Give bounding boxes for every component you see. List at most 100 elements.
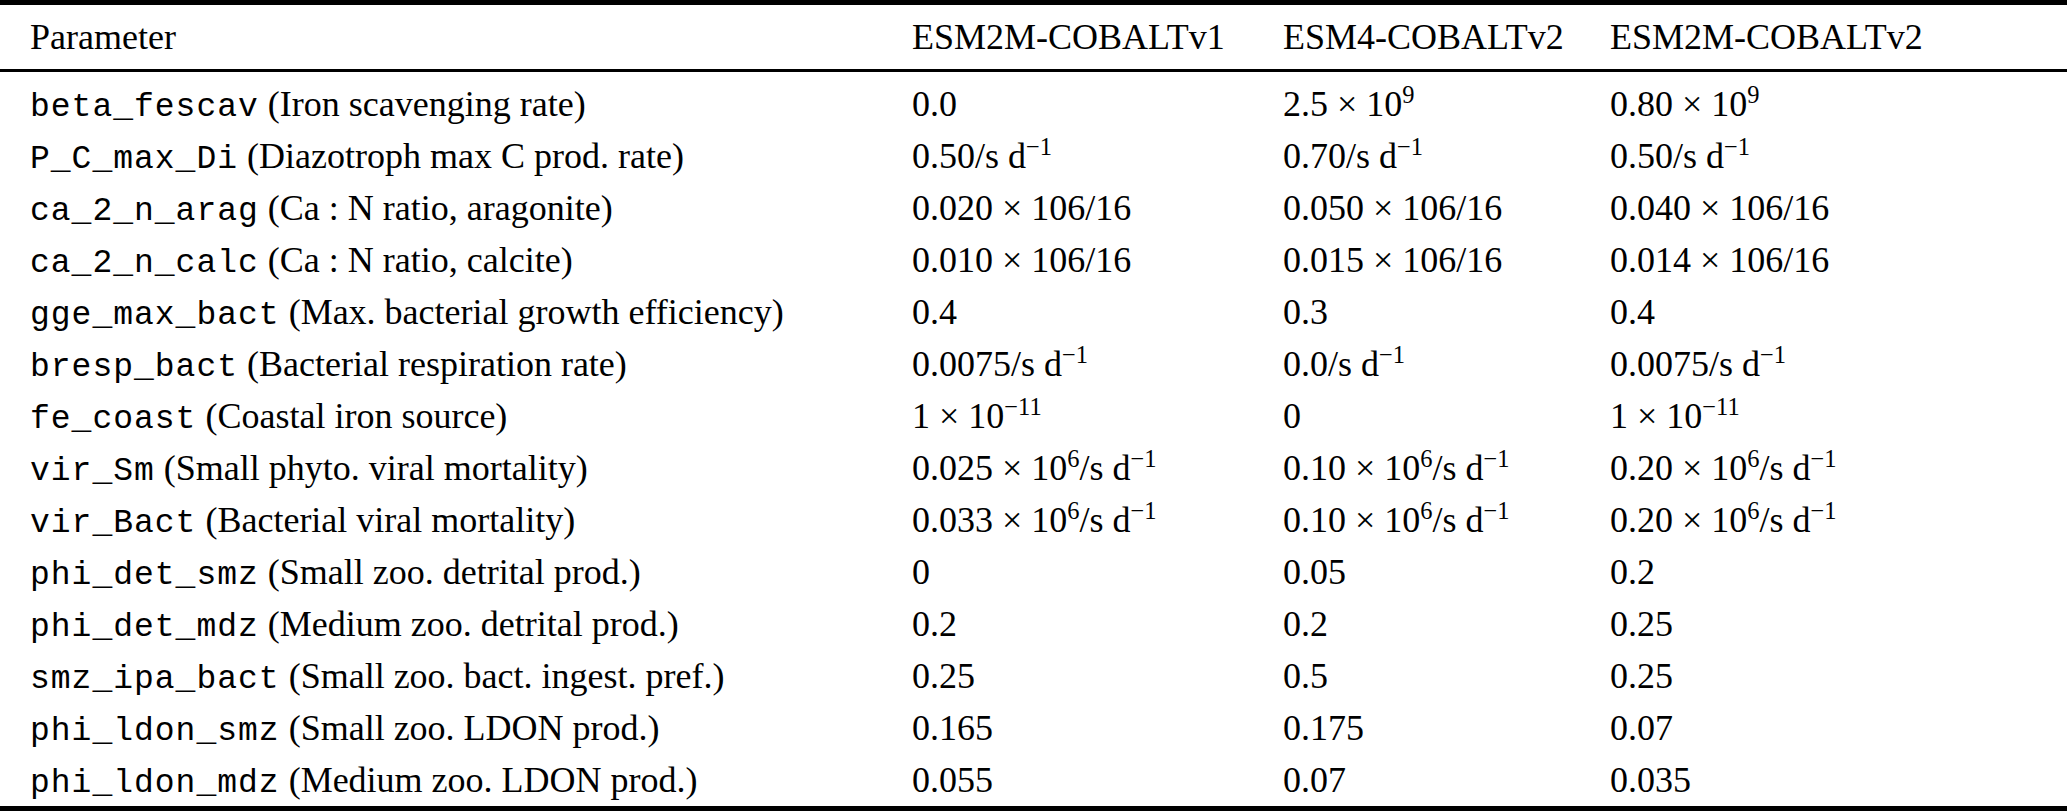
parameter-description: (Small zoo. LDON prod.) — [289, 708, 660, 748]
value-cell: 0.07 — [1283, 754, 1610, 809]
value-cell: 0.025 × 106/s d−1 — [912, 442, 1283, 494]
value-cell: 0.050 × 106/16 — [1283, 182, 1610, 234]
column-header-esm2m-cobaltv1: ESM2M-COBALTv1 — [912, 3, 1283, 71]
value-cell: 0.014 × 106/16 — [1610, 234, 2067, 286]
value-cell: 0.25 — [1610, 650, 2067, 702]
parameter-description: (Bacterial viral mortality) — [205, 500, 575, 540]
value-cell: 0.50/s d−1 — [912, 130, 1283, 182]
value-cell: 0.20 × 106/s d−1 — [1610, 442, 2067, 494]
parameter-name: P_C_max_Di — [30, 141, 238, 178]
parameter-cell: fe_coast (Coastal iron source) — [0, 390, 912, 442]
parameter-description: (Iron scavenging rate) — [268, 84, 586, 124]
table-body: beta_fescav (Iron scavenging rate) 0.0 2… — [0, 71, 2067, 809]
table-row: bresp_bact (Bacterial respiration rate) … — [0, 338, 2067, 390]
value-cell: 0.035 — [1610, 754, 2067, 809]
parameter-description: (Bacterial respiration rate) — [247, 344, 627, 384]
value-cell: 0.015 × 106/16 — [1283, 234, 1610, 286]
parameter-description: (Max. bacterial growth efficiency) — [289, 292, 784, 332]
parameter-description: (Coastal iron source) — [205, 396, 507, 436]
table-row: phi_det_mdz (Medium zoo. detrital prod.)… — [0, 598, 2067, 650]
value-cell: 0.10 × 106/s d−1 — [1283, 442, 1610, 494]
value-cell: 0.4 — [912, 286, 1283, 338]
value-cell: 0.2 — [1283, 598, 1610, 650]
table-row: vir_Sm (Small phyto. viral mortality) 0.… — [0, 442, 2067, 494]
value-cell: 0.020 × 106/16 — [912, 182, 1283, 234]
table-row: ca_2_n_arag (Ca : N ratio, aragonite) 0.… — [0, 182, 2067, 234]
parameter-description: (Ca : N ratio, calcite) — [268, 240, 573, 280]
table-row: phi_ldon_mdz (Medium zoo. LDON prod.) 0.… — [0, 754, 2067, 809]
parameter-cell: beta_fescav (Iron scavenging rate) — [0, 71, 912, 131]
column-header-esm4-cobaltv2: ESM4-COBALTv2 — [1283, 3, 1610, 71]
parameter-name: smz_ipa_bact — [30, 661, 280, 698]
table-header: Parameter ESM2M-COBALTv1 ESM4-COBALTv2 E… — [0, 3, 2067, 71]
model-parameters-table: Parameter ESM2M-COBALTv1 ESM4-COBALTv2 E… — [0, 0, 2067, 811]
parameter-description: (Small zoo. bact. ingest. pref.) — [289, 656, 725, 696]
value-cell: 0.10 × 106/s d−1 — [1283, 494, 1610, 546]
parameter-cell: smz_ipa_bact (Small zoo. bact. ingest. p… — [0, 650, 912, 702]
value-cell: 0.80 × 109 — [1610, 71, 2067, 131]
header-row: Parameter ESM2M-COBALTv1 ESM4-COBALTv2 E… — [0, 3, 2067, 71]
table-row: gge_max_bact (Max. bacterial growth effi… — [0, 286, 2067, 338]
value-cell: 0.4 — [1610, 286, 2067, 338]
value-cell: 0.25 — [1610, 598, 2067, 650]
value-cell: 0.2 — [912, 598, 1283, 650]
value-cell: 0.20 × 106/s d−1 — [1610, 494, 2067, 546]
value-cell: 0.055 — [912, 754, 1283, 809]
parameter-name: vir_Sm — [30, 453, 155, 490]
value-cell: 0.05 — [1283, 546, 1610, 598]
parameter-name: phi_ldon_smz — [30, 713, 280, 750]
parameter-cell: bresp_bact (Bacterial respiration rate) — [0, 338, 912, 390]
parameter-cell: phi_ldon_smz (Small zoo. LDON prod.) — [0, 702, 912, 754]
table-row: fe_coast (Coastal iron source) 1 × 10−11… — [0, 390, 2067, 442]
parameter-cell: vir_Bact (Bacterial viral mortality) — [0, 494, 912, 546]
value-cell: 0 — [912, 546, 1283, 598]
value-cell: 2.5 × 109 — [1283, 71, 1610, 131]
parameter-name: phi_det_smz — [30, 557, 259, 594]
parameter-description: (Medium zoo. detrital prod.) — [268, 604, 679, 644]
parameter-description: (Diazotroph max C prod. rate) — [247, 136, 684, 176]
parameter-description: (Medium zoo. LDON prod.) — [289, 760, 698, 800]
parameter-cell: ca_2_n_arag (Ca : N ratio, aragonite) — [0, 182, 912, 234]
value-cell: 0.25 — [912, 650, 1283, 702]
value-cell: 0.0075/s d−1 — [1610, 338, 2067, 390]
value-cell: 0.0/s d−1 — [1283, 338, 1610, 390]
value-cell: 0.0 — [912, 71, 1283, 131]
table-row: vir_Bact (Bacterial viral mortality) 0.0… — [0, 494, 2067, 546]
parameter-name: phi_det_mdz — [30, 609, 259, 646]
value-cell: 1 × 10−11 — [1610, 390, 2067, 442]
parameter-name: ca_2_n_arag — [30, 193, 259, 230]
table-row: phi_det_smz (Small zoo. detrital prod.) … — [0, 546, 2067, 598]
parameter-cell: ca_2_n_calc (Ca : N ratio, calcite) — [0, 234, 912, 286]
value-cell: 0.3 — [1283, 286, 1610, 338]
parameter-cell: phi_det_mdz (Medium zoo. detrital prod.) — [0, 598, 912, 650]
parameter-description: (Small zoo. detrital prod.) — [268, 552, 641, 592]
value-cell: 0.040 × 106/16 — [1610, 182, 2067, 234]
table-row: phi_ldon_smz (Small zoo. LDON prod.) 0.1… — [0, 702, 2067, 754]
paper-table-figure: Parameter ESM2M-COBALTv1 ESM4-COBALTv2 E… — [0, 0, 2067, 811]
parameter-name: bresp_bact — [30, 349, 238, 386]
column-header-parameter: Parameter — [0, 3, 912, 71]
value-cell: 0 — [1283, 390, 1610, 442]
parameter-name: vir_Bact — [30, 505, 196, 542]
value-cell: 0.175 — [1283, 702, 1610, 754]
parameter-name: beta_fescav — [30, 89, 259, 126]
table-row: beta_fescav (Iron scavenging rate) 0.0 2… — [0, 71, 2067, 131]
value-cell: 0.50/s d−1 — [1610, 130, 2067, 182]
table-row: smz_ipa_bact (Small zoo. bact. ingest. p… — [0, 650, 2067, 702]
parameter-description: (Small phyto. viral mortality) — [164, 448, 588, 488]
parameter-name: phi_ldon_mdz — [30, 765, 280, 802]
table-row: ca_2_n_calc (Ca : N ratio, calcite) 0.01… — [0, 234, 2067, 286]
value-cell: 0.5 — [1283, 650, 1610, 702]
parameter-cell: vir_Sm (Small phyto. viral mortality) — [0, 442, 912, 494]
parameter-name: fe_coast — [30, 401, 196, 438]
parameter-name: gge_max_bact — [30, 297, 280, 334]
parameter-cell: phi_det_smz (Small zoo. detrital prod.) — [0, 546, 912, 598]
value-cell: 0.0075/s d−1 — [912, 338, 1283, 390]
value-cell: 0.165 — [912, 702, 1283, 754]
value-cell: 1 × 10−11 — [912, 390, 1283, 442]
column-header-esm2m-cobaltv2: ESM2M-COBALTv2 — [1610, 3, 2067, 71]
value-cell: 0.033 × 106/s d−1 — [912, 494, 1283, 546]
parameter-name: ca_2_n_calc — [30, 245, 259, 282]
table-row: P_C_max_Di (Diazotroph max C prod. rate)… — [0, 130, 2067, 182]
value-cell: 0.07 — [1610, 702, 2067, 754]
